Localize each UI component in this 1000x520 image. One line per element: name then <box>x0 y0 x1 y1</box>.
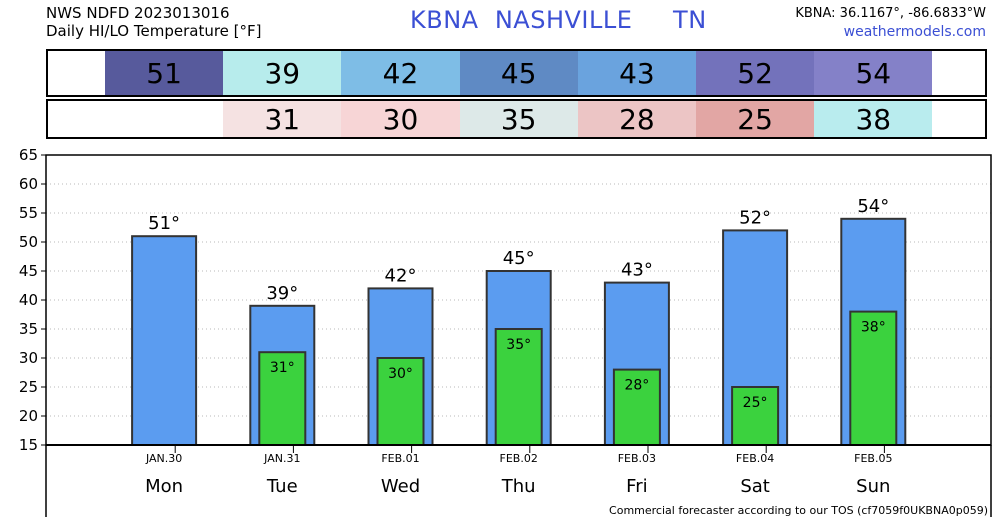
hi-label: 54° <box>857 196 889 217</box>
lo-label: 31° <box>270 360 295 376</box>
date-label: FEB.01 <box>381 452 419 465</box>
lo-bar <box>258 351 307 447</box>
date-label: FEB.02 <box>500 452 538 465</box>
y-tick-label: 65 <box>19 146 38 164</box>
lo-label: 35° <box>506 337 531 353</box>
day-label: Mon <box>145 476 183 497</box>
y-tick-label: 15 <box>19 436 38 454</box>
lo-bar <box>731 386 780 446</box>
y-tick-label: 20 <box>19 407 38 425</box>
lo-cell: 25 <box>696 101 815 137</box>
y-tick-label: 45 <box>19 262 38 280</box>
lo-label: 30° <box>388 366 413 382</box>
lo-bar <box>612 368 661 447</box>
lo-label: 28° <box>624 378 649 394</box>
hi-label: 42° <box>385 265 417 286</box>
y-tick-label: 35 <box>19 320 38 338</box>
date-label: FEB.04 <box>736 452 774 465</box>
footer-note: Commercial forecaster according to our T… <box>609 504 988 517</box>
day-label: Sat <box>740 476 770 497</box>
day-label: Wed <box>381 476 420 497</box>
lo-bar <box>376 357 425 446</box>
hi-cell: 52 <box>696 51 815 95</box>
lo-label: 38° <box>861 320 886 336</box>
lo-cell: 35 <box>459 101 578 137</box>
hi-cell: 45 <box>459 51 578 95</box>
hi-cell: 51 <box>105 51 224 95</box>
date-label: JAN.30 <box>145 452 182 465</box>
day-label: Thu <box>501 476 536 497</box>
lo-cell: 38 <box>814 101 933 137</box>
hi-cell: 42 <box>341 51 460 95</box>
date-label: FEB.03 <box>618 452 656 465</box>
lo-bar <box>494 328 543 446</box>
station-title: KBNA NASHVILLE TN <box>410 6 707 34</box>
site-link[interactable]: weathermodels.com <box>843 24 986 40</box>
lo-cell <box>105 101 224 137</box>
y-tick-label: 40 <box>19 291 38 309</box>
lo-cell: 31 <box>223 101 342 137</box>
hi-bar <box>131 235 198 446</box>
y-tick-label: 50 <box>19 233 38 251</box>
y-tick-label: 25 <box>19 378 38 396</box>
day-label: Fri <box>626 476 647 497</box>
hi-label: 39° <box>266 283 298 304</box>
day-label: Tue <box>266 476 298 497</box>
header-left: NWS NDFD 2023013016 Daily HI/LO Temperat… <box>46 4 262 40</box>
y-tick-label: 55 <box>19 204 38 222</box>
y-tick-label: 30 <box>19 349 38 367</box>
lo-cell: 28 <box>577 101 696 137</box>
lo-temperature-strip: 31 30 35 28 25 38 <box>46 99 987 139</box>
product-title: Daily HI/LO Temperature [°F] <box>46 22 262 40</box>
y-tick-label: 60 <box>19 175 38 193</box>
station-coords: KBNA: 36.1167°, -86.6833°W <box>795 6 986 21</box>
hi-label: 52° <box>739 207 771 228</box>
hi-temperature-strip: 51 39 42 45 43 52 54 <box>46 49 987 97</box>
hi-cell: 43 <box>577 51 696 95</box>
run-title: NWS NDFD 2023013016 <box>46 4 230 22</box>
date-label: FEB.05 <box>854 452 892 465</box>
date-label: JAN.31 <box>263 452 300 465</box>
header-right: KBNA: 36.1167°, -86.6833°W weathermodels… <box>795 4 986 42</box>
lo-label: 25° <box>743 395 768 411</box>
hi-label: 43° <box>621 260 653 281</box>
hi-label: 51° <box>148 213 180 234</box>
hi-cell: 54 <box>814 51 933 95</box>
hi-cell: 39 <box>223 51 342 95</box>
lo-cell: 30 <box>341 101 460 137</box>
hi-label: 45° <box>503 248 535 269</box>
day-label: Sun <box>856 476 890 497</box>
